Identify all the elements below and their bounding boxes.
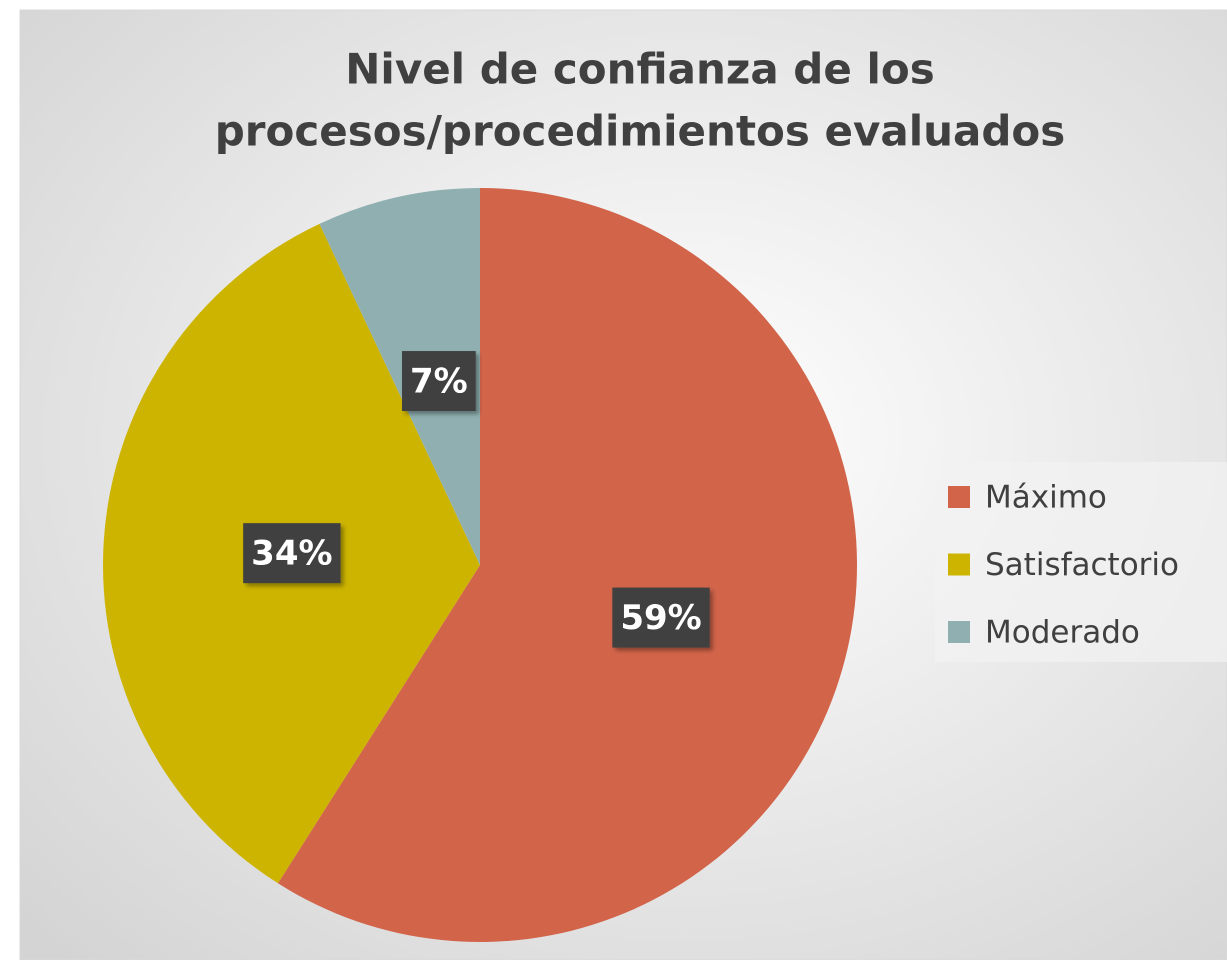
legend-swatch xyxy=(948,486,970,508)
data-label-text: 34% xyxy=(251,534,332,574)
data-label-box xyxy=(243,523,341,584)
title-line: Nivel de confianza de los xyxy=(345,45,934,94)
title-line: procesos/procedimientos evaluados xyxy=(215,107,1066,156)
data-label-text: 7% xyxy=(410,362,468,402)
data-label-box xyxy=(612,587,710,648)
legend-label: Máximo xyxy=(985,480,1107,516)
data-label: 7% xyxy=(402,351,476,412)
legend-label: Moderado xyxy=(985,615,1140,651)
data-label: 59% xyxy=(612,587,710,648)
data-label-box xyxy=(402,351,476,412)
pie-slice xyxy=(277,188,857,942)
legend-label: Satisfactorio xyxy=(985,547,1179,583)
data-label-text: 59% xyxy=(620,598,701,638)
legend-background xyxy=(935,462,1227,662)
data-label: 34% xyxy=(243,523,341,584)
legend-swatch xyxy=(948,621,970,643)
chart-title: Nivel de confianza de los procesos/proced… xyxy=(215,45,1066,156)
legend-swatch xyxy=(948,553,970,576)
pie-slice xyxy=(319,188,480,565)
